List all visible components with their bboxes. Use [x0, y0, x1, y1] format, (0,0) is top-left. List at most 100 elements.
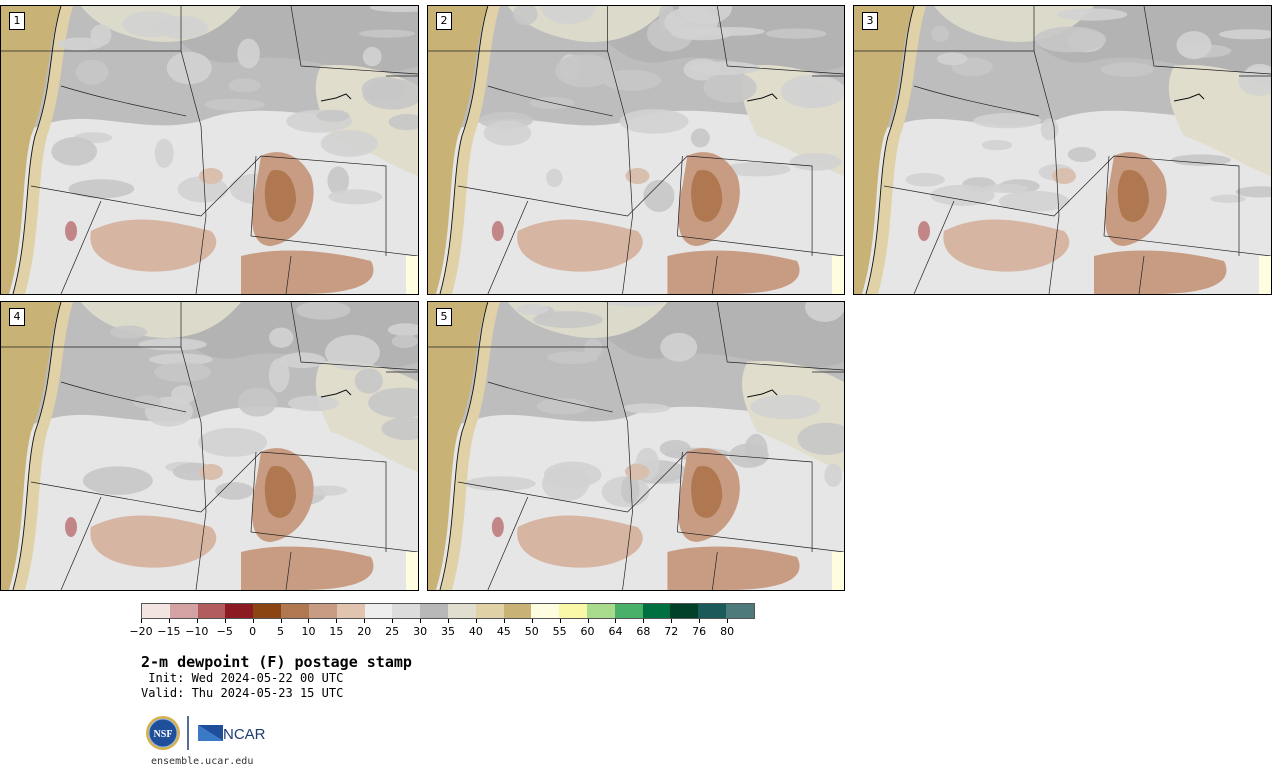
coast-band [439, 302, 500, 590]
gray-blob [327, 166, 350, 196]
colorbar-tick [699, 619, 701, 623]
gray-blob [388, 114, 418, 131]
gray-blob [391, 334, 418, 348]
colorbar-swatch [698, 604, 727, 618]
logos: NSF NCAR [145, 713, 275, 753]
dewpoint-map [428, 302, 844, 590]
coast-band [13, 6, 73, 294]
colorbar-tick [503, 619, 505, 623]
dry-zone-south [241, 250, 374, 294]
dry-spot-nv [918, 221, 930, 241]
nsf-logo: NSF [146, 716, 180, 750]
state-border [913, 200, 955, 294]
gray-blob [513, 6, 538, 26]
coastline [439, 302, 489, 590]
colorbar-swatch [559, 604, 587, 618]
gray-blob [936, 52, 968, 66]
coastline [12, 302, 62, 590]
gray-blob [279, 352, 326, 369]
gray-blob [998, 190, 1070, 212]
state-border [711, 255, 718, 294]
gray-blob [328, 189, 383, 205]
colorbar-swatch [225, 604, 254, 618]
colorbar-swatch [587, 604, 615, 618]
state-border [457, 155, 813, 256]
panel-number: 3 [862, 12, 878, 30]
gray-blob [659, 439, 691, 458]
gray-blob [643, 180, 675, 213]
gray-blob [287, 395, 340, 412]
dry-zone-core [1117, 170, 1149, 222]
gray-blob [132, 395, 162, 409]
gray-blob [744, 433, 768, 466]
state-border [677, 155, 844, 257]
gray-blob [1100, 62, 1154, 78]
dry-zone-south [667, 250, 800, 294]
colorbar-swatch [169, 604, 198, 618]
gray-blob [75, 59, 109, 85]
panel-number: 2 [436, 12, 452, 30]
state-border [30, 155, 387, 256]
gray-blob [973, 113, 1042, 129]
colorbar-swatch [614, 604, 643, 618]
colorbar-swatch [142, 604, 170, 618]
dewpoint-map [854, 6, 1271, 294]
state-border [487, 85, 613, 117]
gray-blob [536, 398, 590, 415]
colorbar-swatch [420, 604, 448, 618]
colorbar-tick [168, 619, 170, 623]
gray-blob [228, 78, 261, 93]
state-border [1103, 155, 1271, 257]
gray-blob [604, 302, 664, 307]
gray-blob [981, 139, 1012, 151]
gray-blob [109, 325, 148, 339]
colorbar-tick-label: 5 [277, 625, 285, 638]
map-panel-1: 1 [0, 5, 419, 295]
state-border [250, 155, 418, 257]
colorbar-tick-label: 50 [524, 625, 539, 638]
gray-blob [362, 46, 382, 67]
colorbar-tick [308, 619, 310, 623]
moist-patch [832, 256, 844, 294]
colorbar-tick-label: 64 [608, 625, 623, 638]
gray-blob [154, 138, 174, 168]
colorbar-tick [336, 619, 338, 623]
colorbar-tick [364, 619, 366, 623]
state-border [60, 85, 187, 117]
colorbar-tick [224, 619, 226, 623]
colorbar-tick [280, 619, 282, 623]
gray-blob [157, 16, 208, 40]
ncar-logo-text: NCAR [223, 726, 266, 743]
state-border [1138, 255, 1145, 294]
state-border [677, 451, 844, 553]
gray-blob [930, 184, 995, 206]
colorbar-tick-label: 25 [385, 625, 400, 638]
gray-blob [622, 403, 670, 414]
dry-zone-southwest [90, 515, 217, 568]
state-border [457, 451, 813, 552]
colorbar-tick-label: 15 [329, 625, 344, 638]
dry-spot [625, 464, 650, 480]
gray-blob [237, 387, 277, 417]
state-border [290, 302, 418, 371]
coast-moist [854, 6, 914, 294]
gray-blob [51, 137, 98, 166]
gray-blob [555, 54, 615, 88]
colorbar-tick [587, 619, 589, 623]
gray-blob [354, 368, 383, 394]
gray-blob [931, 25, 950, 43]
gray-blob [68, 179, 135, 199]
colorbar-tick [420, 619, 422, 623]
init-time: Init: Wed 2024-05-22 00 UTC [141, 671, 344, 685]
gray-blob [1034, 26, 1107, 53]
colorbar-tick [392, 619, 394, 623]
coast-band [439, 6, 500, 294]
colorbar-tick [448, 619, 449, 623]
state-border [883, 155, 1240, 256]
colorbar [141, 603, 755, 619]
colorbar-ticks [141, 619, 755, 623]
gray-blob [546, 168, 563, 188]
gray-blob [197, 427, 268, 457]
gray-blob [780, 74, 844, 109]
moist-patch [832, 552, 844, 590]
